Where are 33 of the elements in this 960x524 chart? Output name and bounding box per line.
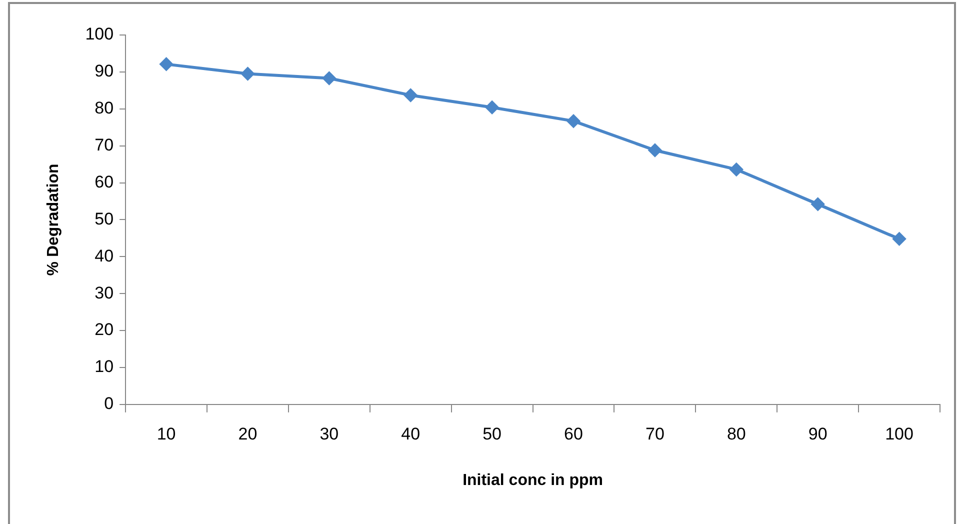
point — [241, 67, 254, 80]
x-tick-label: 60 — [564, 424, 583, 444]
y-tick-label: 50 — [94, 209, 114, 228]
point — [730, 162, 743, 176]
x-tick-label: 100 — [885, 424, 914, 444]
y-tick-label: 60 — [94, 172, 114, 192]
y-axis-title: % Degradation — [45, 164, 62, 276]
x-tick-label: 70 — [645, 424, 664, 444]
x-tick-label: 20 — [238, 424, 258, 444]
point — [648, 144, 662, 157]
point — [404, 88, 418, 102]
x-tick-label: 90 — [808, 424, 828, 444]
x-axis-title: Initial conc in ppm — [462, 472, 604, 489]
y-tick-label: 70 — [94, 136, 114, 155]
y-tick-label: 30 — [94, 283, 114, 302]
x-tick-label: 40 — [401, 424, 420, 444]
x-tick-label: 80 — [726, 424, 746, 444]
x-tick-label: 10 — [156, 424, 176, 444]
y-tick-label: 20 — [94, 320, 114, 340]
x-tick-label: 30 — [320, 424, 339, 444]
point — [567, 114, 580, 128]
point — [486, 100, 499, 114]
point — [892, 232, 906, 246]
y-tick-label: 10 — [94, 357, 114, 376]
point — [160, 58, 173, 71]
y-tick-label: 0 — [104, 394, 114, 414]
point — [811, 198, 824, 211]
y-tick-label: 100 — [85, 24, 114, 44]
point — [322, 72, 336, 85]
y-tick-label: 80 — [94, 98, 114, 118]
y-tick-label: 40 — [94, 246, 114, 266]
y-tick-label: 90 — [94, 62, 114, 81]
x-tick-label: 50 — [482, 424, 502, 444]
